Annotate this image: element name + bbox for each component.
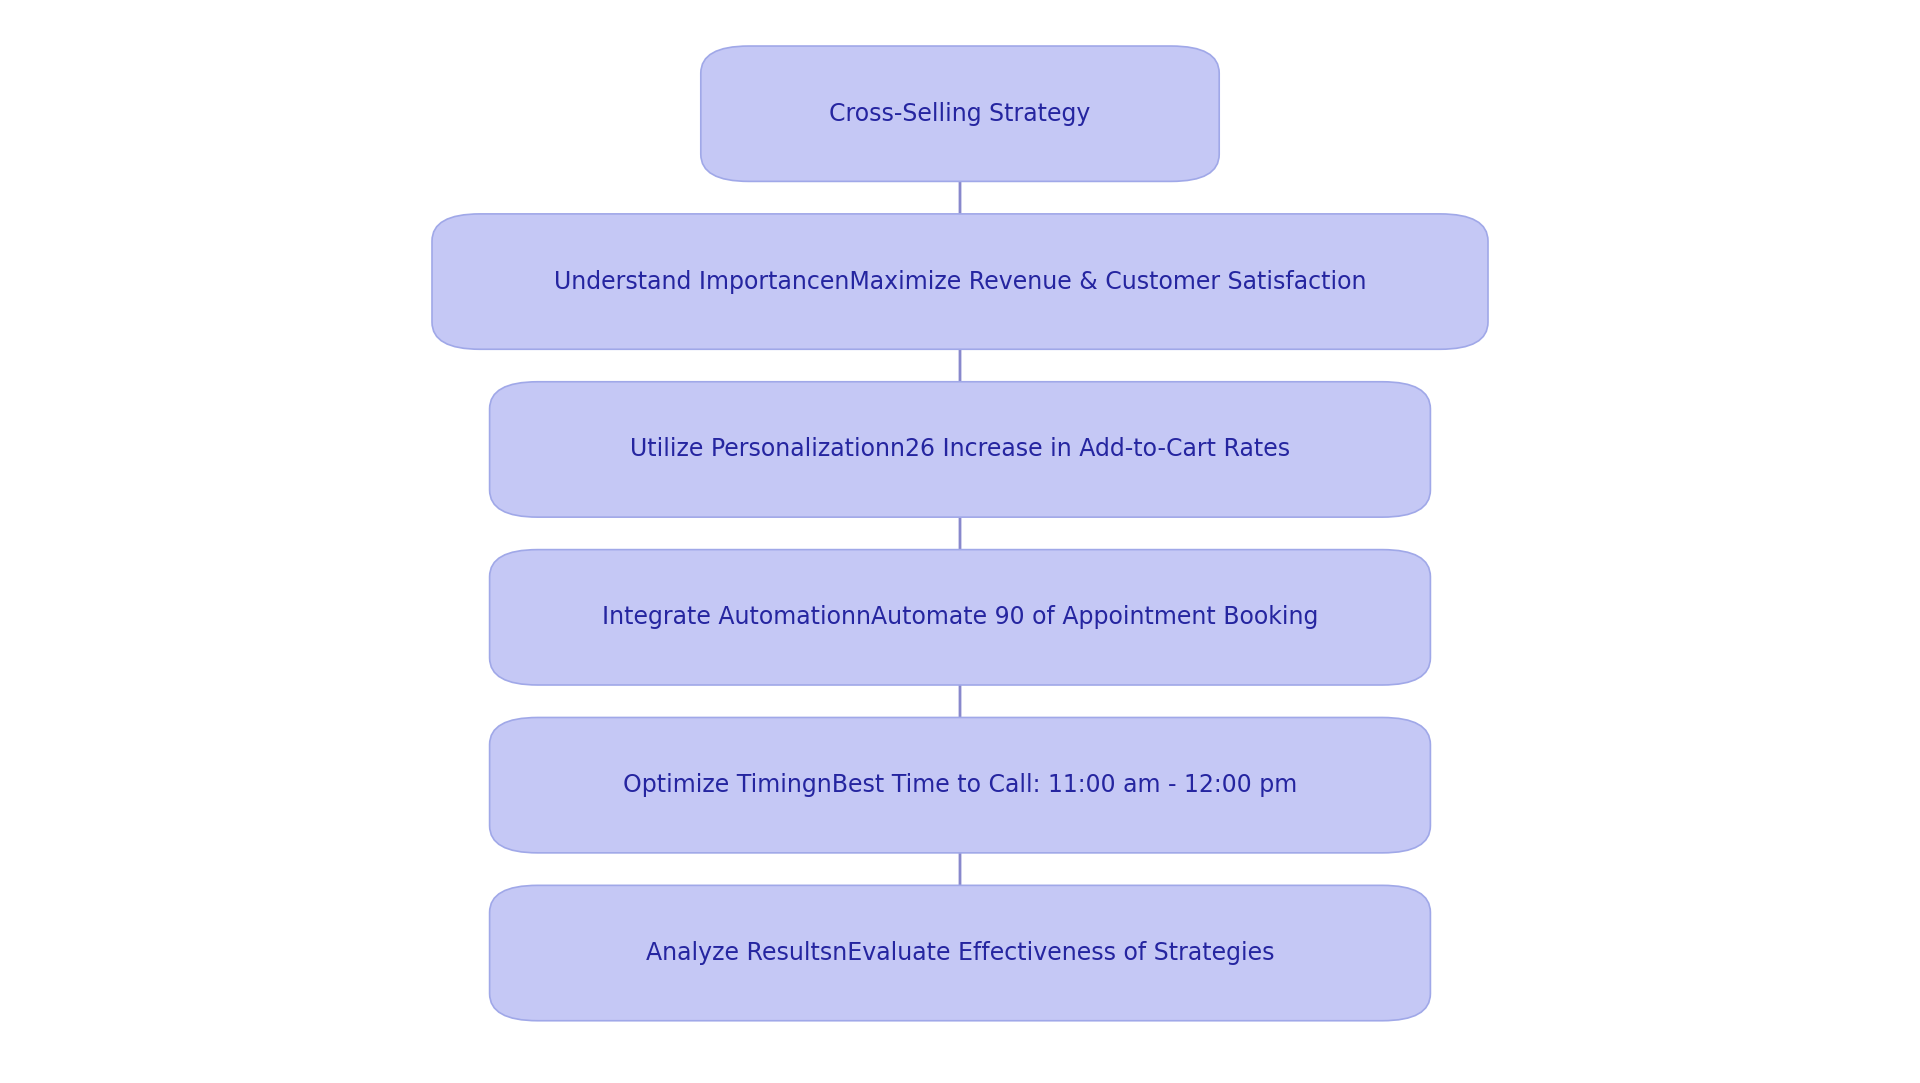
Text: Optimize TimingnBest Time to Call: 11:00 am - 12:00 pm: Optimize TimingnBest Time to Call: 11:00… [622, 773, 1298, 797]
FancyBboxPatch shape [490, 550, 1430, 686]
Text: Utilize Personalizationn26 Increase in Add-to-Cart Rates: Utilize Personalizationn26 Increase in A… [630, 438, 1290, 461]
Text: Cross-Selling Strategy: Cross-Selling Strategy [829, 102, 1091, 126]
FancyBboxPatch shape [490, 717, 1430, 853]
FancyBboxPatch shape [490, 382, 1430, 518]
FancyBboxPatch shape [701, 45, 1219, 182]
Text: Analyze ResultsnEvaluate Effectiveness of Strategies: Analyze ResultsnEvaluate Effectiveness o… [645, 941, 1275, 965]
FancyBboxPatch shape [490, 886, 1430, 1020]
Text: Integrate AutomationnAutomate 90 of Appointment Booking: Integrate AutomationnAutomate 90 of Appo… [601, 605, 1319, 629]
FancyBboxPatch shape [432, 214, 1488, 349]
Text: Understand ImportancenMaximize Revenue & Customer Satisfaction: Understand ImportancenMaximize Revenue &… [553, 270, 1367, 293]
